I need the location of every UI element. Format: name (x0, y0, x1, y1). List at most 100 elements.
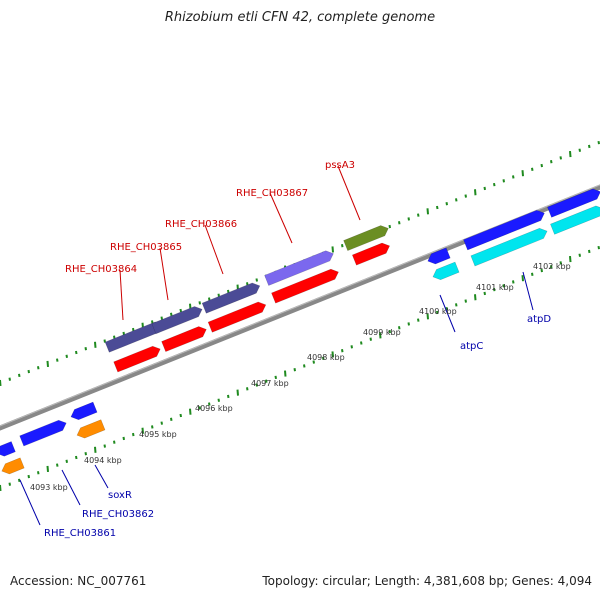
outer-tick-mark (75, 350, 78, 355)
inner-tick-mark (312, 360, 315, 364)
outer-tick-mark (531, 167, 534, 172)
gene-feature[interactable] (69, 401, 98, 422)
inner-tick-mark (322, 356, 325, 360)
accession-text: Accession: NC_007761 (10, 574, 147, 588)
inner-tick-mark (502, 284, 505, 288)
label-leader-line (522, 271, 534, 311)
gene-label[interactable]: RHE_CH03865 (110, 242, 182, 253)
inner-tick-mark (588, 249, 591, 254)
outer-tick-mark (151, 320, 154, 324)
inner-tick-mark (179, 413, 182, 418)
gene-label[interactable]: soxR (108, 490, 132, 501)
inner-tick-mark (445, 307, 448, 311)
outer-tick-mark (18, 373, 21, 378)
gene-feature[interactable] (75, 419, 106, 441)
outer-tick-mark (578, 148, 581, 152)
gene-label[interactable]: RHE_CH03864 (65, 264, 137, 275)
gene-feature[interactable] (151, 304, 204, 335)
gene-label[interactable]: RHE_CH03866 (165, 219, 237, 230)
inner-tick-mark (379, 332, 382, 339)
kbp-tick-label: 4101 kbp (476, 283, 514, 292)
inner-tick-mark (160, 421, 163, 425)
inner-tick-mark (493, 287, 496, 292)
kbp-tick-label: 4102 kbp (533, 262, 571, 271)
inner-tick-mark (303, 364, 306, 368)
inner-tick-mark (597, 245, 600, 250)
inner-tick-mark (151, 425, 154, 429)
outer-tick-mark (94, 341, 97, 348)
inner-tick-mark (550, 265, 553, 269)
gene-feature[interactable] (271, 267, 340, 304)
gene-feature[interactable] (547, 187, 600, 218)
inner-tick-mark (18, 478, 21, 483)
outer-tick-mark (550, 160, 553, 164)
outer-tick-mark (331, 246, 334, 253)
inner-tick-mark (113, 440, 116, 444)
inner-tick-mark (341, 348, 344, 353)
gene-feature[interactable] (0, 441, 16, 459)
gene-label[interactable]: pssA3 (325, 160, 355, 171)
gene-feature[interactable] (463, 208, 547, 251)
gene-label[interactable]: RHE_CH03867 (236, 188, 308, 199)
inner-tick-mark (75, 455, 78, 460)
outer-tick-mark (455, 198, 458, 202)
inner-tick-mark (398, 326, 401, 330)
gene-feature[interactable] (431, 261, 460, 282)
inner-tick-mark (27, 474, 30, 479)
inner-tick-mark (8, 482, 11, 486)
gene-feature[interactable] (113, 344, 163, 373)
inner-tick-mark (0, 484, 2, 492)
inner-tick-mark (540, 268, 543, 273)
genome-title: Rhizobium etli CFN 42, complete genome (164, 10, 436, 25)
gene-label[interactable]: atpD (527, 314, 551, 325)
inner-tick-mark (84, 451, 87, 456)
gene-label[interactable]: RHE_CH03861 (44, 528, 116, 539)
gene-label[interactable]: atpC (460, 341, 483, 352)
outer-tick-mark (217, 293, 220, 297)
gene-feature[interactable] (426, 247, 451, 266)
outer-tick-mark (474, 189, 477, 196)
inner-tick-mark (255, 383, 258, 387)
inner-tick-mark (569, 255, 572, 263)
gene-label[interactable]: RHE_CH03862 (82, 509, 154, 520)
inner-tick-mark (436, 310, 439, 315)
outer-tick-mark (179, 308, 182, 313)
outer-tick-mark (56, 358, 59, 362)
inner-tick-mark (236, 389, 239, 396)
inner-tick-dots (0, 245, 600, 492)
gene-feature[interactable] (351, 241, 391, 266)
outer-tick-mark (521, 170, 524, 177)
outer-tick-mark (27, 369, 30, 374)
gene-feature[interactable] (161, 324, 209, 353)
outer-tick-mark (113, 335, 116, 339)
label-leader-line (159, 247, 169, 301)
kbp-tick-label: 4095 kbp (139, 430, 177, 439)
genome-backbone (0, 184, 600, 431)
outer-tick-mark (445, 202, 448, 206)
inner-tick-mark (578, 253, 581, 257)
inner-tick-mark (369, 337, 372, 341)
inner-tick-mark (122, 436, 125, 441)
inner-tick-mark (246, 387, 249, 391)
gene-feature[interactable] (207, 300, 268, 333)
gene-feature[interactable] (0, 457, 25, 476)
kbp-tick-label: 4098 kbp (307, 353, 345, 362)
gene-feature[interactable] (470, 226, 549, 267)
label-leader-line (204, 224, 224, 275)
genome-summary: Topology: circular; Length: 4,381,608 bp… (262, 574, 592, 588)
outer-tick-mark (227, 289, 230, 294)
gene-feature[interactable] (19, 418, 69, 447)
outer-tick-mark (398, 221, 401, 225)
inner-tick-mark (46, 465, 49, 473)
gene-feature[interactable] (343, 223, 391, 252)
gene-feature[interactable] (264, 248, 336, 286)
gene-feature[interactable] (550, 204, 600, 235)
inner-tick-mark (474, 294, 477, 301)
kbp-tick-label: 4097 kbp (251, 379, 289, 388)
outer-tick-mark (502, 179, 505, 183)
inner-tick-mark (227, 394, 230, 399)
gene-feature[interactable] (201, 281, 262, 314)
label-leader-line (61, 469, 81, 506)
outer-tick-mark (540, 163, 543, 168)
